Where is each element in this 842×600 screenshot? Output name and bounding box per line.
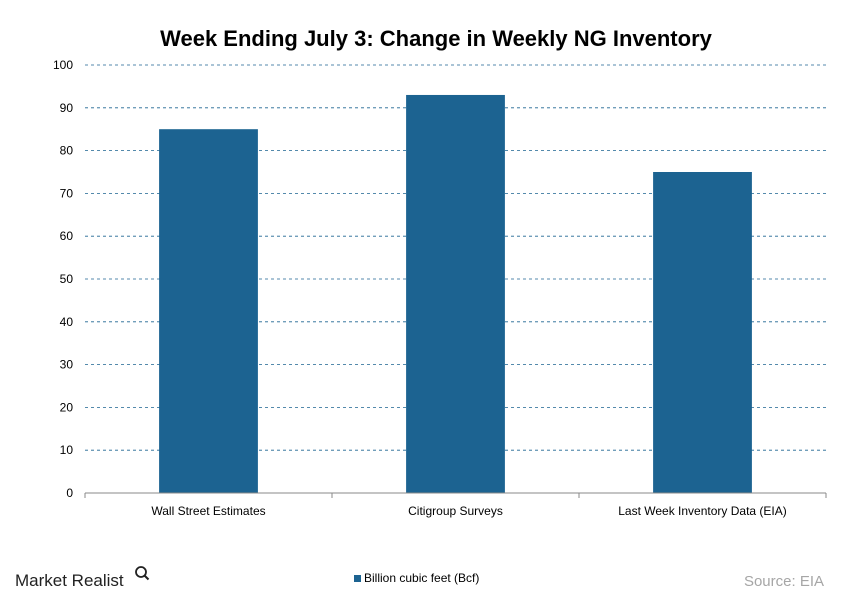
y-tick-label: 30 xyxy=(60,358,74,372)
bar xyxy=(406,94,505,494)
y-tick-label: 10 xyxy=(60,443,74,457)
bar xyxy=(653,172,752,493)
brand-logo: Market Realist xyxy=(15,566,150,590)
x-axis-categories: Wall Street Estimates Citigroup Surveys La… xyxy=(151,504,786,518)
y-axis-ticks: 0 10 20 30 40 50 60 70 80 90 100 xyxy=(53,58,73,500)
bar xyxy=(159,129,258,493)
x-category-label: Last Week Inventory Data (EIA) xyxy=(618,504,787,518)
x-category-label: Wall Street Estimates xyxy=(151,504,265,518)
brand-name: Market Realist xyxy=(15,571,124,590)
y-tick-label: 50 xyxy=(60,272,74,286)
legend-swatch xyxy=(354,575,361,582)
y-tick-label: 40 xyxy=(60,315,74,329)
bars xyxy=(159,94,752,494)
y-tick-label: 80 xyxy=(60,144,74,158)
chart-title: Week Ending July 3: Change in Weekly NG … xyxy=(160,26,713,51)
y-tick-label: 100 xyxy=(53,58,73,72)
y-tick-label: 90 xyxy=(60,101,74,115)
legend-label: Billion cubic feet (Bcf) xyxy=(364,571,479,585)
y-tick-label: 0 xyxy=(66,486,73,500)
y-tick-label: 20 xyxy=(60,400,74,414)
source-note: Source: EIA xyxy=(744,573,824,590)
x-axis xyxy=(84,492,827,498)
y-tick-label: 60 xyxy=(60,229,74,243)
y-tick-label: 70 xyxy=(60,186,74,200)
magnifier-icon xyxy=(135,566,150,581)
legend: Billion cubic feet (Bcf) xyxy=(354,571,479,585)
x-category-label: Citigroup Surveys xyxy=(408,504,503,518)
